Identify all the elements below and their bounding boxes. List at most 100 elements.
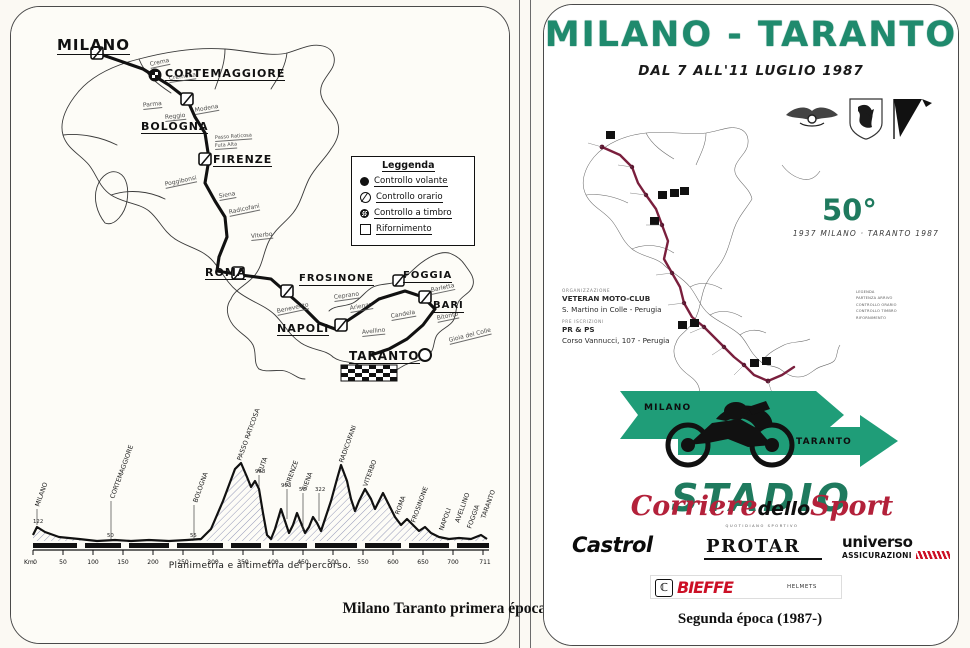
svg-text:150: 150 <box>117 559 129 566</box>
legend-label-rifornimento: Rifornimento <box>376 224 432 235</box>
svg-text:50: 50 <box>299 487 306 493</box>
city-label-roma: ROMA <box>205 266 247 280</box>
organizer-name: VETERAN MOTO-CLUB <box>562 294 651 304</box>
profile-peak-label-7: RADICOFANI <box>337 424 358 463</box>
city-label-bari: BARI <box>433 300 464 313</box>
city-label-foggia: FOGGIA <box>403 270 453 283</box>
motorcycle-racer <box>665 401 795 468</box>
universo-assicurazioni-label: ASSICURAZIONI <box>842 551 912 560</box>
bieffe-mark-icon: ℂ <box>655 579 673 597</box>
organizer-address: S. Martino in Colle - Perugia <box>562 304 662 314</box>
quotidiano-sportivo-tagline: QUOTIDIANO SPORTIVO <box>725 524 799 528</box>
profile-peak-label-11: NAPOLI <box>437 507 453 532</box>
poster-legend-line-2: CONTROLLO ORARIO <box>856 302 897 307</box>
finish-checkered-flag <box>340 364 398 382</box>
svg-text:200: 200 <box>147 559 159 566</box>
svg-text:55: 55 <box>190 533 197 539</box>
bieffe-logo: ℂ BIEFFE HELMETS <box>650 575 842 599</box>
dello-word: dello <box>757 498 811 520</box>
sport-word: Sport <box>810 491 894 522</box>
poster-route-map <box>572 113 852 413</box>
preiscrizioni-name: PR & PS <box>562 325 595 335</box>
controllo-orario-icon <box>360 192 371 203</box>
organizer-block: ORGANIZZAZIONE VETERAN MOTO-CLUB S. Mart… <box>562 288 692 346</box>
legend-row-controllo-volante: Controllo volante <box>360 176 448 187</box>
stadio-logo: STADIO <box>671 476 853 520</box>
profile-peak-label-10: FROSINONE <box>409 486 429 524</box>
svg-text:700: 700 <box>447 559 459 566</box>
city-label-cortemaggiore: CORTEMAGGIORE <box>165 67 286 81</box>
poster-legend-line-3: CONTROLLO TIMBRO <box>856 309 897 314</box>
city-label-frosinone: FROSINONE <box>299 273 375 286</box>
bieffe-helmets-label: HELMETS <box>787 584 817 590</box>
legend-row-rifornimento: Rifornimento <box>360 224 432 235</box>
universo-logo: universo <box>842 533 913 551</box>
map-legend: Leggenda Controllo volante Controllo ora… <box>351 156 475 246</box>
arrow-label-milano: MILANO <box>644 403 692 413</box>
griffin-shield-crest <box>849 98 883 140</box>
sponsor-stadio-corriere: STADIO CorrieredelloSport QUOTIDIANO SPO… <box>612 476 902 528</box>
right-panel-card: MILANO - TARANTO DAL 7 ALL'11 LUGLIO 198… <box>543 4 959 646</box>
milano-taranto-arrows: MILANO TARANTO <box>616 385 916 480</box>
poster-legend-line-0: LEGENDA <box>856 290 875 294</box>
historic-route-map: MILANO CORTEMAGGIORE BOLOGNA FIRENZE ROM… <box>19 13 501 385</box>
profile-peak-label-0: MILANO <box>33 481 49 508</box>
route-control-markers <box>90 46 432 362</box>
svg-text:322: 322 <box>315 487 325 493</box>
poster-map-legend: LEGENDA PARTENZA ARRIVO CONTROLLO ORARIO… <box>856 289 942 321</box>
emblem-row <box>782 93 942 141</box>
corriere-word: Corriere <box>630 491 758 522</box>
poster-subtitle: DAL 7 ALL'11 LUGLIO 1987 <box>638 63 864 79</box>
svg-text:550: 550 <box>357 559 369 566</box>
svg-text:711: 711 <box>479 559 491 566</box>
controllo-volante-icon <box>360 177 369 186</box>
poster-legend-line-1: PARTENZA ARRIVO <box>856 296 893 301</box>
protar-underline <box>704 558 822 560</box>
legend-title: Leggenda <box>382 160 435 172</box>
profile-caption: Planimetria e altimetria del percorso. <box>168 561 352 571</box>
universo-red-stripes <box>916 551 950 559</box>
city-label-taranto: TARANTO <box>349 349 420 364</box>
bieffe-word: BIEFFE <box>677 578 734 597</box>
profile-peak-label-2: BOLOGNA <box>191 471 210 504</box>
profile-peak-label-14: TARANTO <box>479 489 497 521</box>
organizer-label: ORGANIZZAZIONE <box>562 288 611 293</box>
poster-flag-markers <box>606 131 771 367</box>
poster-content: MILANO - TARANTO DAL 7 ALL'11 LUGLIO 198… <box>544 5 958 645</box>
legend-row-controllo-a-timbro: Controllo a timbro <box>360 208 452 219</box>
profile-peak-label-9: ROMA <box>393 494 407 516</box>
svg-text:650: 650 <box>417 559 429 566</box>
profile-axis-unit: Km. <box>24 559 36 566</box>
rifornimento-icon <box>360 224 371 235</box>
legend-label-controllo-a-timbro: Controllo a timbro <box>374 208 452 219</box>
winged-wheel-emblem <box>786 107 838 127</box>
anniversary-subtitle: 1937 MILANO · TARANTO 1987 <box>792 229 940 238</box>
castrol-logo: Castrol <box>572 533 653 557</box>
svg-text:100: 100 <box>87 559 99 566</box>
city-label-milano: MILANO <box>57 36 130 55</box>
city-label-bologna: BOLOGNA <box>141 120 209 134</box>
svg-text:903: 903 <box>281 483 291 489</box>
poster-legend-line-4: RIFORNIMENTO <box>856 315 887 320</box>
right-panel-caption: Segunda época (1987-) <box>677 611 823 627</box>
legend-label-controllo-volante: Controllo volante <box>374 176 448 187</box>
italy-map-svg <box>61 44 474 382</box>
svg-text:450: 450 <box>297 559 309 566</box>
svg-text:250: 250 <box>177 559 189 566</box>
corriere-dello-sport-logo: CorrieredelloSport <box>612 491 912 522</box>
svg-text:600: 600 <box>387 559 399 566</box>
svg-text:50: 50 <box>59 559 67 566</box>
city-label-firenze: FIRENZE <box>213 153 273 167</box>
city-label-napoli: NAPOLI <box>277 322 330 336</box>
svg-text:122: 122 <box>33 519 43 525</box>
svg-text:968: 968 <box>255 469 266 475</box>
altimetry-profile: MILANO CORTEMAGGIORE BOLOGNA PASSO RATIC… <box>19 389 501 589</box>
svg-text:50: 50 <box>107 533 114 539</box>
svg-text:400: 400 <box>267 559 279 566</box>
profile-peak-label-8: VITERBO <box>361 459 378 488</box>
altimetry-svg: MILANO CORTEMAGGIORE BOLOGNA PASSO RATIC… <box>24 407 497 566</box>
svg-text:350: 350 <box>237 559 249 566</box>
svg-text:300: 300 <box>207 559 219 566</box>
preiscrizioni-label: PRE ISCRIZIONI <box>562 318 604 324</box>
pennant-flag <box>893 99 932 139</box>
